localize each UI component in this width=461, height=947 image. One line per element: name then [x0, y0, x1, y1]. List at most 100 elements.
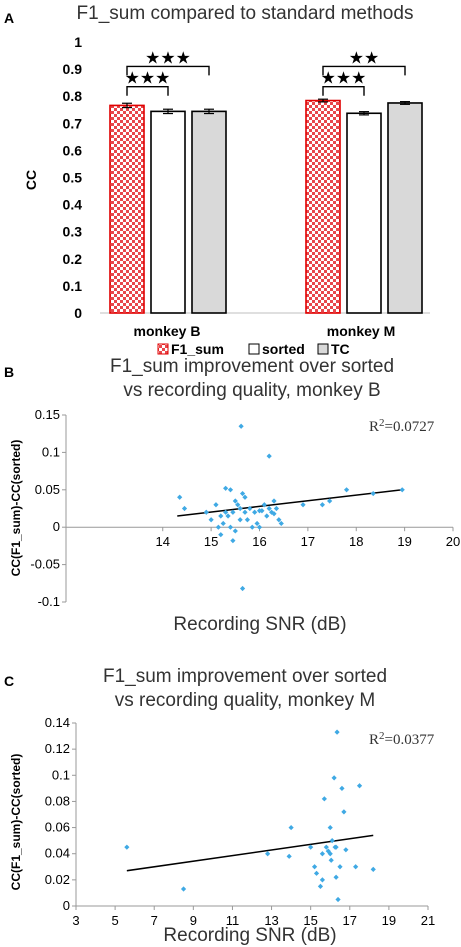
y-tick-label: -0.1	[38, 594, 60, 609]
chart-a-title: F1_sum compared to standard methods	[77, 3, 414, 24]
chart-c-title: F1_sum improvement over sorted	[103, 666, 387, 687]
data-point	[317, 883, 324, 889]
data-point	[356, 783, 363, 789]
y-tick-label: 0	[63, 898, 70, 913]
data-point	[203, 509, 209, 515]
significance-bracket: ★★★	[321, 69, 366, 96]
data-point	[331, 775, 337, 781]
data-point	[333, 844, 339, 850]
x-tick-label: 5	[111, 913, 118, 928]
x-tick-label: 3	[72, 913, 79, 928]
legend-swatch-f1-sum	[157, 343, 169, 355]
y-tick-label: 0.1	[42, 444, 60, 459]
y-tick-label: 0	[53, 519, 60, 534]
chart-a-ytick-label: 0.8	[63, 88, 83, 104]
error-bar	[359, 111, 369, 116]
chart-c-r2: R2=0.0377	[369, 730, 435, 748]
data-point	[238, 423, 244, 429]
data-point	[254, 520, 260, 527]
data-point	[335, 896, 341, 903]
trendline	[126, 834, 374, 872]
data-point	[271, 511, 277, 517]
chart-a-ytick-label: 1	[74, 34, 82, 50]
data-point	[265, 851, 271, 857]
data-point	[215, 524, 221, 530]
chart-b-xlabel: Recording SNR (dB)	[173, 614, 346, 635]
x-tick-label: 13	[264, 913, 278, 928]
chart-b-r2: R2=0.0727	[369, 417, 435, 435]
significance-bracket: ★★★	[126, 48, 210, 76]
significance-bracket: ★★★	[125, 69, 170, 96]
data-point	[177, 494, 183, 500]
legend-label-sorted: sorted	[262, 341, 305, 357]
data-point	[308, 844, 314, 850]
data-point	[321, 796, 327, 802]
data-point	[223, 485, 229, 491]
significance-bracket: ★★	[322, 48, 406, 76]
chart-a-category-label: monkey B	[134, 323, 201, 339]
data-point	[286, 853, 292, 859]
data-point	[327, 824, 333, 831]
y-tick-label: -0.05	[30, 557, 60, 572]
data-point	[239, 490, 246, 497]
bar-f1-sum-monkey-m	[305, 99, 341, 314]
data-point	[242, 509, 248, 515]
data-point	[327, 851, 333, 857]
chart-a-ytick-label: 0.9	[63, 61, 83, 77]
chart-a-ytick-label: 0.4	[63, 197, 83, 213]
significance-stars: ★★★	[145, 48, 191, 67]
data-point	[208, 517, 214, 523]
chart-c-ylabel: CC(F1_sum)-CC(sorted)	[9, 754, 23, 891]
data-point	[266, 505, 272, 512]
chart-b-subtitle: vs recording quality, monkey B	[123, 380, 380, 401]
x-tick-label: 17	[301, 534, 315, 549]
data-point	[227, 487, 234, 493]
data-point	[225, 513, 231, 519]
x-tick-label: 7	[151, 913, 158, 928]
chart-a-ytick-label: 0.3	[63, 224, 83, 240]
x-tick-label: 14	[156, 534, 170, 549]
y-tick-label: 0.08	[45, 793, 70, 808]
x-tick-label: 21	[421, 913, 435, 928]
x-tick-label: 9	[190, 913, 197, 928]
chart-a-ytick-label: 0	[74, 305, 82, 321]
chart-c-xlabel: Recording SNR (dB)	[163, 925, 336, 946]
data-point	[339, 785, 345, 791]
data-point	[328, 857, 334, 863]
x-tick-label: 16	[252, 534, 266, 549]
data-point	[334, 729, 340, 735]
bar-tc-monkey-b	[191, 110, 227, 314]
chart-a-ytick-label: 0.7	[63, 115, 83, 131]
data-point	[230, 538, 236, 544]
data-point	[181, 505, 188, 512]
panel-letter-a: A	[4, 10, 14, 26]
chart-a-x-axis: monkey B monkey M	[134, 323, 396, 339]
data-point	[273, 505, 280, 512]
significance-stars: ★★	[349, 48, 379, 67]
y-tick-label: 0.1	[52, 767, 70, 782]
x-tick-label: 19	[382, 913, 396, 928]
y-tick-label: 0.14	[45, 715, 70, 730]
y-tick-label: 0.06	[45, 820, 70, 835]
panel-a: A F1_sum compared to standard methods CC…	[4, 3, 430, 357]
data-point	[232, 528, 238, 534]
legend-swatch-tc	[317, 343, 329, 355]
chart-a-plot-area: ★★★★★★★★★★★	[100, 48, 430, 314]
x-tick-label: 19	[397, 534, 411, 549]
data-point	[235, 502, 241, 508]
data-point	[325, 848, 331, 854]
legend-label-f1-sum: F1_sum	[171, 341, 224, 357]
y-tick-label: 0.04	[45, 846, 70, 861]
data-point	[370, 490, 376, 497]
data-point	[333, 874, 339, 880]
data-point	[223, 509, 229, 515]
trendline	[177, 489, 403, 517]
data-point	[319, 502, 325, 508]
x-tick-label: 20	[446, 534, 460, 549]
data-point	[311, 864, 318, 870]
data-point	[266, 453, 272, 459]
chart-a-category-label: monkey M	[327, 323, 395, 339]
x-tick-label: 15	[204, 534, 218, 549]
data-point	[249, 524, 255, 530]
